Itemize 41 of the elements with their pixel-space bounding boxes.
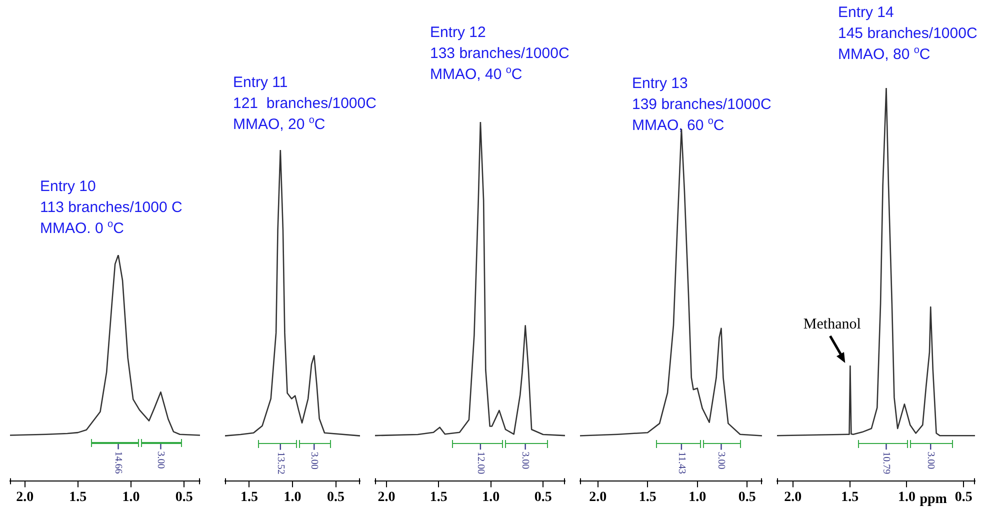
annotation: 3.00 xyxy=(716,452,727,470)
x-tick-label: 1.5 xyxy=(430,490,448,506)
chart-title: Entry 11 xyxy=(233,73,289,93)
x-axis-title: ppm xyxy=(920,492,948,507)
x-tick-label: 0.5 xyxy=(954,490,972,506)
annotation: 12.00 xyxy=(474,452,486,474)
x-tick-label: 1.0 xyxy=(688,490,706,506)
chart-subtitle: 121 branches/1000C MMAO, 20 $^{o}$C xyxy=(233,94,376,135)
annotation: Methanol xyxy=(803,316,861,332)
annotation: 3.00 xyxy=(924,452,936,470)
x-tick-label: 0.5 xyxy=(738,490,756,506)
annotation: 10.79 xyxy=(880,452,892,474)
chart-subtitle: 139 branches/1000C MMAO, 60 $^{o}$C xyxy=(632,95,772,136)
x-tick-label: 0.5 xyxy=(534,490,552,506)
x-tick-label: 1.0 xyxy=(482,490,500,506)
x-tick-label: 0.5 xyxy=(175,490,193,506)
x-tick-label: 1.5 xyxy=(69,490,87,506)
x-tick-label: 0.5 xyxy=(327,490,345,506)
x-tick-label: 2.0 xyxy=(16,490,34,506)
annotation: 3.00 xyxy=(155,451,166,469)
x-tick-label: 1.5 xyxy=(638,490,656,506)
x-tick-label: 1.0 xyxy=(122,490,140,506)
chart-title: Entry 12 xyxy=(430,23,487,43)
chart-subtitle: 133 branches/1000C MMAO, 40 $^{o}$C xyxy=(430,44,570,85)
annotation: 3.00 xyxy=(308,452,320,470)
x-tick-label: 2.0 xyxy=(589,490,607,506)
chart-title: Entry 10 xyxy=(40,177,97,197)
x-tick-label: 2.0 xyxy=(378,490,396,506)
chart-subtitle: 145 branches/1000C MMAO, 80 $^{o}$C xyxy=(838,24,978,65)
x-tick-label: 1.5 xyxy=(841,490,859,506)
annotation: 14.66 xyxy=(112,451,124,474)
x-tick-label: 1.5 xyxy=(240,490,258,506)
chart-title: Entry 13 xyxy=(632,74,689,94)
x-tick-label: 1.0 xyxy=(898,490,916,506)
annotation: 13.52 xyxy=(274,452,286,474)
annotation: 11.43 xyxy=(676,452,687,474)
chart-subtitle: 113 branches/1000 C MMAO. 0 $^{o}$C xyxy=(40,198,182,239)
x-tick-label: 2.0 xyxy=(784,490,802,506)
x-tick-label: 1.0 xyxy=(284,490,302,506)
chart-title: Entry 14 xyxy=(838,3,895,23)
annotation: 3.00 xyxy=(520,452,531,470)
